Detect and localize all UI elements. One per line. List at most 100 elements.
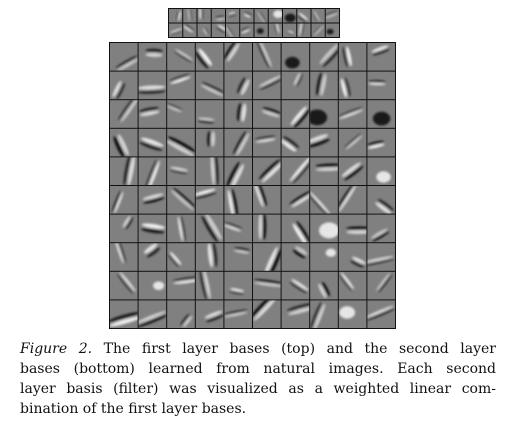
basis-cell <box>254 9 268 23</box>
basis-cell <box>310 243 338 271</box>
basis-cell <box>310 43 338 71</box>
basis-cell <box>195 243 224 271</box>
basis-cell <box>167 186 195 214</box>
basis-cell <box>367 157 395 185</box>
basis-cell <box>253 128 281 157</box>
basis-cell <box>281 214 310 243</box>
basis-cell <box>183 9 197 23</box>
basis-cell <box>281 271 310 300</box>
caption-line-1: Figure 2. The first layer bases (top) an… <box>20 339 496 359</box>
basis-cell <box>281 43 310 71</box>
basis-cell <box>268 23 282 37</box>
basis-cell <box>253 100 281 128</box>
basis-cell <box>338 157 367 185</box>
basis-cell <box>138 71 167 100</box>
basis-cell <box>310 100 338 128</box>
caption-line-4: bination of the first layer bases. <box>20 401 247 417</box>
basis-cell <box>338 186 367 214</box>
basis-cell <box>253 157 281 185</box>
basis-cell <box>253 271 281 300</box>
basis-cell <box>311 23 325 37</box>
basis-cell <box>310 157 338 185</box>
basis-cell <box>167 100 195 128</box>
basis-cell <box>310 300 338 328</box>
basis-cell <box>167 271 195 300</box>
basis-cell <box>297 9 311 23</box>
basis-cell <box>167 300 195 328</box>
basis-cell <box>338 43 367 71</box>
basis-cell <box>310 214 338 243</box>
basis-cell <box>224 71 252 100</box>
second-layer-bases-grid <box>109 42 396 329</box>
basis-cell <box>310 271 338 300</box>
basis-cell <box>195 186 224 214</box>
basis-cell <box>183 23 197 37</box>
basis-cell <box>138 243 167 271</box>
basis-cell <box>283 9 297 23</box>
basis-cell <box>367 128 395 157</box>
caption-label: Figure 2. <box>20 341 93 357</box>
basis-cell <box>367 271 395 300</box>
basis-cell <box>281 100 310 128</box>
basis-cell <box>311 9 325 23</box>
basis-cell <box>224 271 252 300</box>
basis-cell <box>167 214 195 243</box>
basis-cell <box>138 300 167 328</box>
basis-cell <box>195 157 224 186</box>
basis-cell <box>169 23 183 37</box>
basis-cell <box>110 271 138 300</box>
basis-cell <box>297 23 311 37</box>
basis-cell <box>110 300 138 328</box>
basis-cell <box>110 128 138 157</box>
basis-cell <box>110 100 138 128</box>
basis-cell <box>338 100 367 128</box>
basis-cell <box>138 271 167 300</box>
basis-cell <box>224 186 252 214</box>
basis-cell <box>167 43 195 71</box>
basis-cell <box>197 9 211 23</box>
basis-cell <box>110 71 138 100</box>
basis-cell <box>195 100 224 128</box>
first-layer-bases-grid <box>168 8 340 38</box>
basis-cell <box>167 128 195 157</box>
basis-cell <box>367 100 395 128</box>
basis-cell <box>224 100 252 128</box>
basis-cell <box>338 243 367 271</box>
basis-cell <box>338 271 367 300</box>
basis-cell <box>281 186 310 214</box>
basis-cell <box>281 157 310 185</box>
basis-cell <box>138 157 167 186</box>
basis-cell <box>138 43 167 71</box>
basis-cell <box>197 23 211 37</box>
basis-cell <box>338 300 367 328</box>
basis-cell <box>195 71 224 100</box>
basis-cell <box>138 214 167 243</box>
basis-cell <box>224 243 252 271</box>
basis-cell <box>253 300 281 328</box>
basis-cell <box>240 9 254 23</box>
basis-cell <box>224 300 252 328</box>
basis-cell <box>167 71 195 100</box>
basis-cell <box>253 43 281 71</box>
basis-cell <box>240 23 254 37</box>
basis-cell <box>367 43 395 71</box>
basis-cell <box>195 300 224 328</box>
basis-cell <box>253 243 281 271</box>
basis-cell <box>195 214 224 243</box>
basis-cell <box>338 71 367 100</box>
caption-line-1-text: The first layer bases (top) and the seco… <box>92 341 496 357</box>
basis-cell <box>310 71 338 100</box>
basis-cell <box>211 9 225 23</box>
basis-cell <box>226 23 240 37</box>
basis-cell <box>281 128 310 157</box>
basis-cell <box>281 71 310 100</box>
basis-cell <box>167 243 195 271</box>
basis-cell <box>253 186 281 214</box>
basis-cell <box>325 23 339 37</box>
basis-cell <box>195 43 224 71</box>
basis-cell <box>325 9 339 23</box>
basis-cell <box>283 23 297 37</box>
basis-cell <box>110 43 138 71</box>
basis-cell <box>338 128 367 157</box>
basis-cell <box>138 128 167 157</box>
